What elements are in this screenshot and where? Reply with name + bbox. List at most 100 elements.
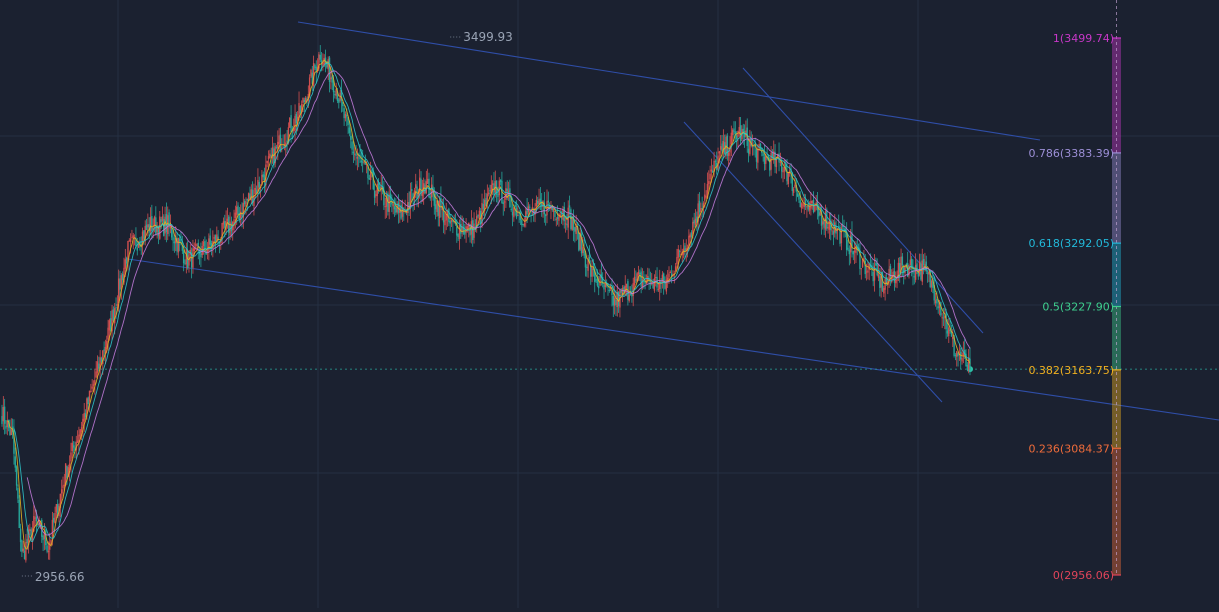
candle-body (446, 211, 449, 217)
candle (948, 318, 950, 343)
candle (351, 133, 353, 155)
candle (42, 534, 44, 551)
candle (222, 217, 225, 229)
candle (652, 279, 654, 290)
candle-body (251, 189, 254, 204)
candle (124, 248, 127, 277)
candle (693, 212, 695, 228)
candle-body (538, 199, 540, 205)
candle-body (116, 304, 119, 306)
candle (173, 234, 176, 253)
candle-body (188, 255, 190, 266)
candle (868, 262, 870, 281)
candle-body (961, 358, 963, 362)
high-price-label: 3499.93 (463, 30, 513, 44)
candle-body (808, 206, 811, 211)
candle (2, 396, 5, 430)
candle (598, 276, 600, 296)
candle-body (270, 155, 272, 157)
candle-body (783, 167, 786, 172)
candle (438, 195, 441, 227)
candle-body (300, 104, 303, 113)
candle-body (385, 195, 388, 207)
candle (502, 199, 504, 216)
candle-body (328, 57, 331, 82)
candle-body (221, 222, 223, 239)
candle-body (799, 200, 801, 208)
candle (716, 151, 718, 175)
candle-body (103, 349, 105, 352)
candle-body (693, 220, 695, 224)
candle (759, 142, 762, 151)
candle (120, 273, 123, 300)
candle-body (595, 279, 597, 281)
candle (844, 227, 847, 238)
candle-body (148, 224, 150, 233)
candle-body (160, 219, 162, 223)
candle (739, 117, 742, 146)
candle-body (652, 283, 654, 288)
candle-body (173, 241, 176, 244)
candle-body (733, 128, 735, 133)
candle (697, 193, 699, 230)
candle-body (23, 550, 26, 560)
candle-body (74, 447, 76, 452)
candle (319, 45, 321, 63)
candle (80, 421, 83, 440)
candle (586, 264, 588, 277)
candle (429, 190, 432, 201)
candle-body (818, 207, 820, 217)
candle (842, 215, 844, 231)
candle-body (241, 212, 243, 216)
candle-body (104, 346, 107, 354)
candle (653, 274, 656, 293)
candle-body (343, 108, 345, 119)
candle-body (962, 352, 965, 356)
candle-body (42, 536, 44, 541)
candle (156, 221, 158, 239)
candle (452, 218, 454, 234)
candle-body (603, 284, 605, 290)
candle (853, 241, 856, 265)
candle (198, 246, 201, 265)
candle-body (54, 512, 56, 524)
candle (925, 255, 927, 275)
candle-body (568, 205, 571, 208)
candle-body (521, 219, 523, 226)
candle-body (436, 200, 438, 213)
candle (82, 413, 84, 437)
candle (31, 520, 34, 550)
candle-body (800, 203, 803, 209)
candle-body (367, 165, 369, 179)
candle-body (621, 288, 624, 296)
candle (381, 176, 384, 195)
candle-body (503, 201, 506, 203)
candle-body (884, 279, 886, 290)
candle (721, 135, 723, 161)
candle (310, 68, 312, 78)
candle-body (157, 225, 160, 237)
candle-body (80, 427, 83, 432)
candle (375, 190, 377, 204)
candle (960, 347, 962, 370)
candle-body (360, 160, 363, 163)
candle (54, 506, 56, 524)
candle-body (175, 237, 177, 244)
fibonacci-retracement[interactable]: 1(3499.74) 0.786(3383.39) 0.618(3292.05) 0.… (1028, 0, 1121, 582)
candle-body (285, 142, 287, 146)
candle (239, 204, 242, 226)
candle (690, 230, 693, 246)
candle-body (781, 160, 783, 172)
candle-body (755, 149, 758, 162)
candle (612, 285, 614, 317)
candle (127, 240, 129, 271)
candle (879, 268, 881, 297)
candle (966, 362, 969, 372)
candle (843, 219, 845, 238)
candle-body (491, 183, 494, 186)
candle (477, 214, 479, 219)
candle (808, 201, 811, 215)
candle-body (897, 262, 900, 278)
